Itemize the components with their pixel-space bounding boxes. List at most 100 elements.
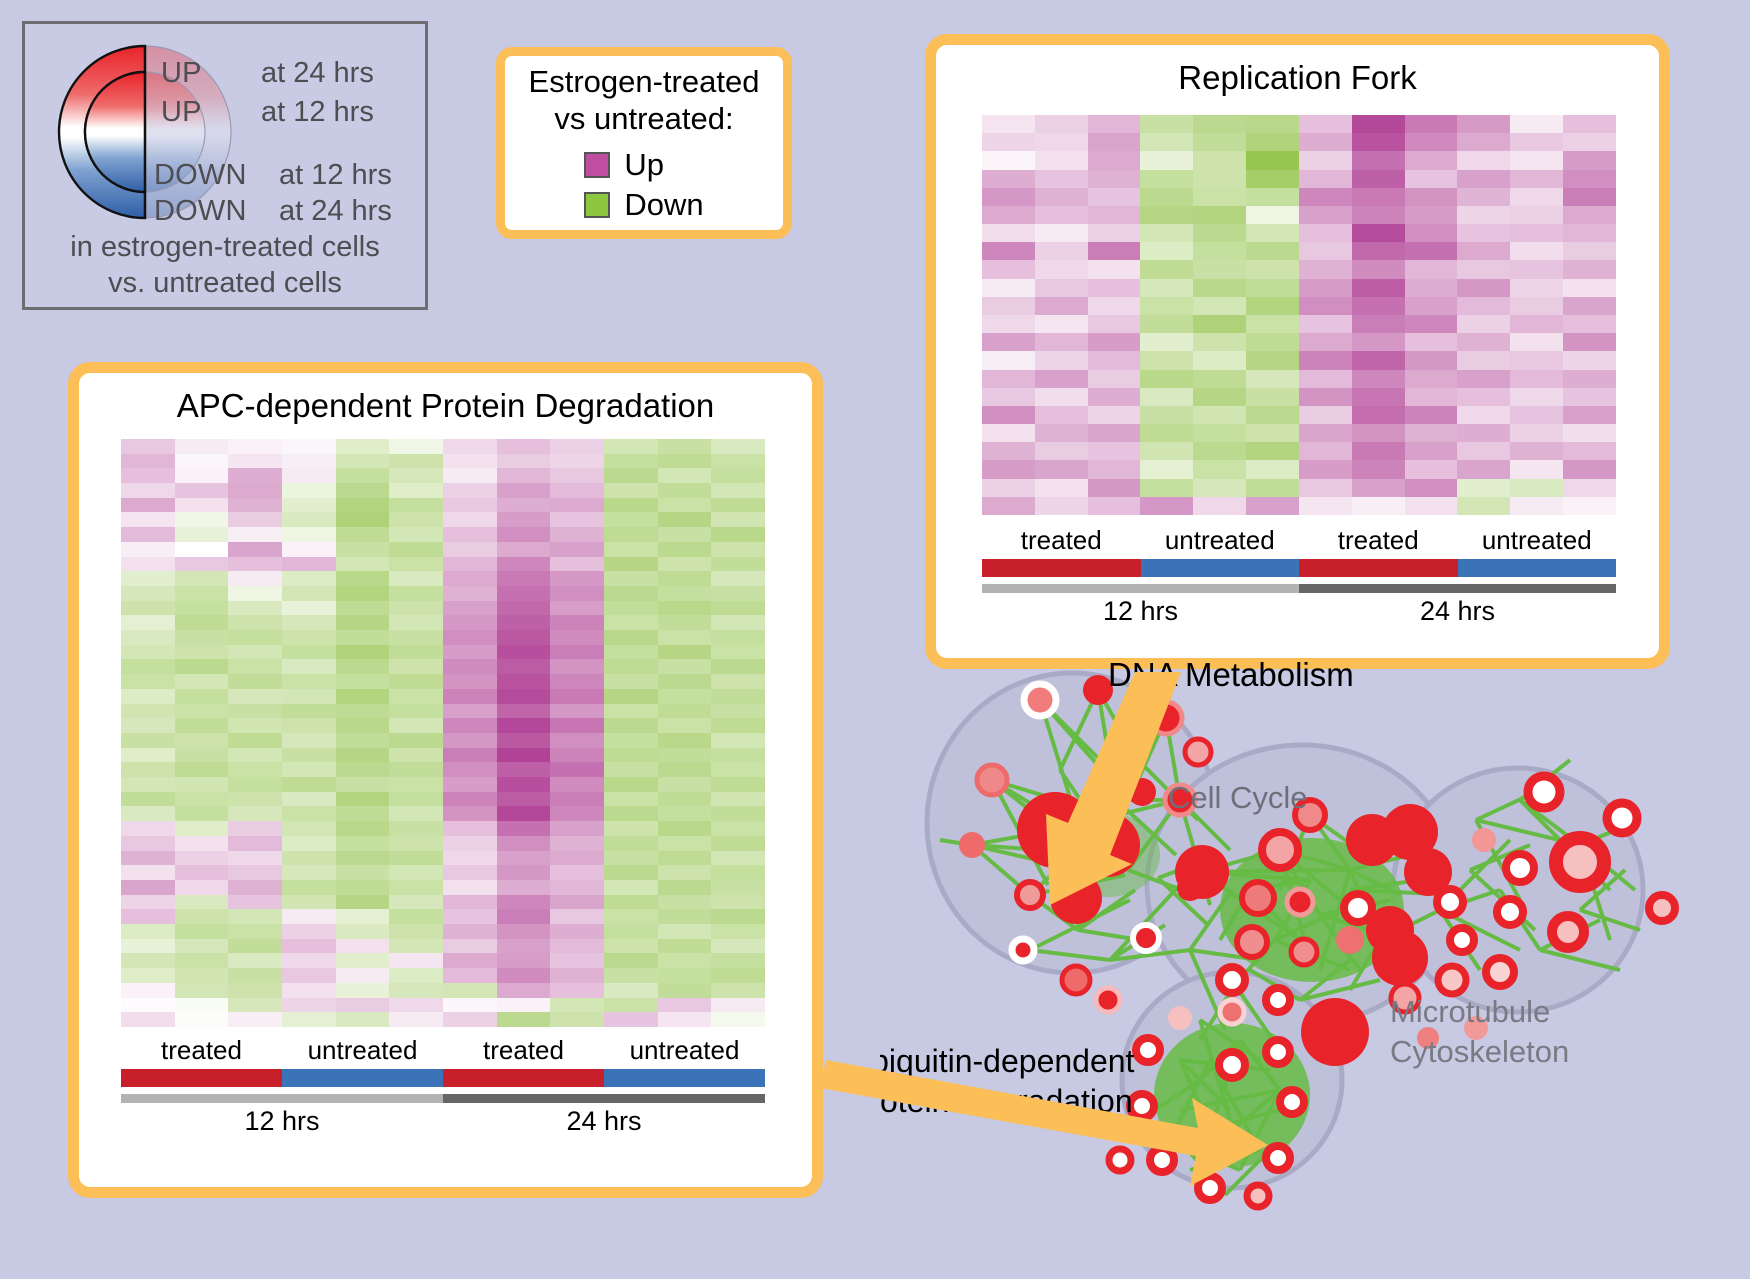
heatmap-cell <box>1298 387 1352 406</box>
heatmap-cell <box>550 732 604 748</box>
heatmap-cell <box>335 850 390 866</box>
heatmap-cell <box>496 968 551 983</box>
heatmap-cell <box>496 615 551 631</box>
heatmap-cell <box>174 453 229 469</box>
network-node <box>1059 963 1093 997</box>
heatmap-cell <box>443 630 497 645</box>
heatmap-cell <box>1563 187 1616 206</box>
heatmap-cell <box>496 806 551 822</box>
heatmap-cell <box>121 747 175 763</box>
heatmap-cell <box>550 644 604 660</box>
heatmap-cell <box>1298 460 1352 479</box>
heatmap-cell <box>1246 169 1299 188</box>
heatmap-cell <box>174 1012 229 1027</box>
time-bar-12hrs <box>121 1094 443 1103</box>
heatmap-cell <box>711 615 765 631</box>
heatmap-cell <box>496 821 551 836</box>
heatmap-cell <box>1457 333 1511 352</box>
network-node <box>1215 963 1249 997</box>
heatmap-cell <box>1457 460 1511 479</box>
heatmap-cell <box>389 1012 443 1027</box>
heatmap-cell <box>657 718 712 733</box>
heatmap-cell <box>443 924 497 939</box>
heatmap-cell <box>1351 242 1405 261</box>
heatmap-cell <box>1034 169 1088 188</box>
heatmap-cell <box>496 791 551 807</box>
heatmap-cell <box>1457 205 1511 225</box>
heatmap-cell <box>982 296 1035 315</box>
network-node <box>1175 845 1229 899</box>
heatmap-cell <box>496 850 551 866</box>
heatmap-cell <box>228 879 282 895</box>
heatmap-cell <box>443 879 497 895</box>
heatmap-cell <box>1404 387 1458 406</box>
heatmap-cell <box>174 953 229 969</box>
heatmap-cell <box>496 953 551 969</box>
heatmap-cell <box>982 133 1035 152</box>
heatmap-cell <box>121 879 175 895</box>
heatmap-cell <box>1563 224 1616 243</box>
heatmap-cell <box>604 762 658 778</box>
heatmap-cell <box>1457 478 1511 497</box>
network-node <box>1336 926 1364 954</box>
heatmap-cell <box>121 982 175 998</box>
heatmap-cell <box>389 659 443 675</box>
heatmap-cell <box>121 585 175 601</box>
heatmap-cell <box>496 982 551 998</box>
network-node <box>1182 736 1214 768</box>
heatmap-cell <box>282 497 336 513</box>
updown-legend-box: Estrogen-treated vs untreated: Up Down <box>496 47 792 239</box>
heatmap-cell <box>496 894 551 910</box>
heatmap-cell <box>335 541 390 557</box>
heatmap-cell <box>174 468 229 484</box>
pathway-network-graph: DNA Metabolism Cell Cycle Microtubule Cy… <box>880 656 1679 1211</box>
heatmap-cell <box>335 938 390 954</box>
heatmap-cell <box>604 571 658 586</box>
heatmap-cell <box>443 953 497 969</box>
heatmap-cell <box>443 688 497 704</box>
heatmap-cell <box>711 732 765 748</box>
heatmap-cell <box>228 527 282 542</box>
heatmap-cell <box>711 879 765 895</box>
heatmap-cell <box>389 439 443 454</box>
heatmap-cell <box>121 703 175 719</box>
heatmap-cell <box>121 468 175 484</box>
heatmap-cell <box>1404 478 1458 497</box>
heatmap-cell <box>550 791 604 807</box>
heatmap-cell <box>604 600 658 616</box>
heatmap-cell <box>496 924 551 939</box>
heatmap-cell <box>550 615 604 631</box>
heatmap-cell <box>1351 496 1405 515</box>
heatmap-cell <box>1087 369 1141 388</box>
network-node <box>959 832 985 858</box>
heatmap-cell <box>496 688 551 704</box>
heatmap-cell <box>1087 151 1141 170</box>
heatmap-cell <box>174 688 229 704</box>
heatmap-cell <box>1034 442 1088 461</box>
heatmap-cell <box>389 644 443 660</box>
heatmap-cell <box>1351 424 1405 443</box>
heatmap-cell <box>228 747 282 763</box>
heatmap-cell <box>604 659 658 675</box>
heatmap-cell <box>711 909 765 925</box>
heatmap-cell <box>1404 115 1458 134</box>
heatmap-cell <box>1510 369 1564 388</box>
heatmap-cell <box>1404 442 1458 461</box>
heatmap-cell <box>1193 205 1247 225</box>
heatmap-cell <box>228 674 282 689</box>
heatmap-cell <box>389 703 443 719</box>
heatmap-cell <box>1563 151 1616 170</box>
heatmap-cell <box>1457 314 1511 334</box>
network-node <box>1093 985 1123 1015</box>
panel-apc-degradation: APC-dependent Protein Degradation treate… <box>68 362 823 1198</box>
heatmap-cell <box>496 777 551 792</box>
heatmap-cell <box>228 600 282 616</box>
heatmap-cell <box>389 630 443 645</box>
heatmap-cell <box>1246 242 1299 261</box>
network-node <box>1502 850 1538 886</box>
heatmap-cell <box>1193 442 1247 461</box>
color-key-footer-line1: in estrogen-treated cells <box>70 231 380 263</box>
heatmap-cell <box>174 630 229 645</box>
heatmap-cell <box>1404 369 1458 388</box>
heatmap-cell <box>496 600 551 616</box>
